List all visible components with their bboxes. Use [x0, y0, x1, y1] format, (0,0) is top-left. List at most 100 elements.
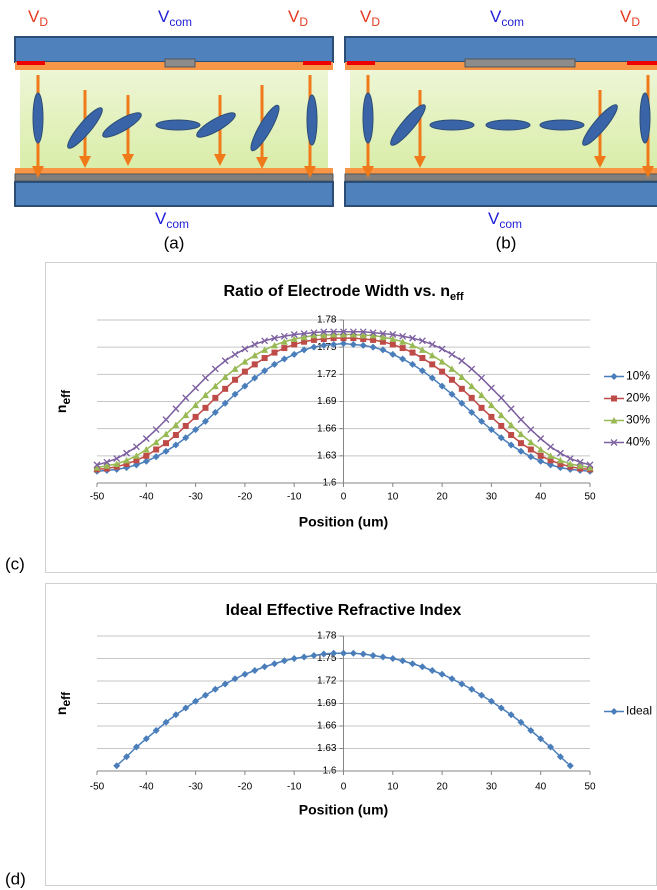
marker: [611, 395, 617, 402]
marker: [448, 675, 456, 683]
marker: [320, 650, 328, 658]
marker: [349, 328, 357, 336]
marker: [468, 394, 475, 401]
marker: [369, 329, 377, 337]
marker: [142, 735, 150, 743]
marker: [221, 399, 229, 407]
plot: [93, 328, 594, 475]
marker: [300, 653, 308, 661]
y-tick-label: 1.63: [317, 743, 337, 754]
marker: [182, 704, 190, 712]
marker: [349, 330, 357, 338]
marker: [182, 411, 190, 419]
marker: [478, 417, 486, 425]
marker: [389, 350, 397, 358]
marker: [409, 341, 417, 349]
chart-title: Ideal Effective Refractive Index: [226, 602, 462, 619]
legend-label: 30%: [626, 413, 650, 427]
marker: [192, 697, 200, 705]
marker: [123, 456, 131, 464]
marker: [399, 338, 407, 345]
x-tick-label: 30: [486, 782, 498, 793]
marker: [132, 452, 140, 459]
marker: [566, 460, 574, 467]
marker: [340, 335, 347, 342]
marker: [389, 655, 397, 662]
marker: [340, 340, 347, 348]
marker: [547, 452, 555, 459]
y-tick-label: 1.69: [317, 698, 337, 709]
marker: [418, 663, 426, 671]
marker: [379, 330, 387, 338]
marker: [142, 457, 150, 465]
marker: [418, 337, 426, 345]
marker: [241, 670, 249, 678]
marker: [103, 458, 111, 466]
marker: [576, 462, 584, 469]
marker: [478, 374, 485, 382]
marker: [172, 711, 180, 719]
marker: [162, 447, 170, 455]
y-tick-label: 1.66: [317, 721, 337, 732]
marker: [143, 452, 150, 459]
marker: [379, 346, 387, 354]
marker: [556, 449, 564, 457]
marker: [330, 335, 337, 342]
voltage-label: VD: [620, 7, 640, 29]
marker: [123, 449, 131, 457]
marker: [508, 432, 515, 439]
legend-label: 20%: [626, 391, 650, 405]
marker: [93, 464, 101, 471]
marker: [478, 404, 485, 411]
marker: [241, 368, 248, 375]
marker: [448, 350, 456, 358]
marker: [557, 460, 564, 467]
marker: [310, 652, 318, 659]
marker: [566, 762, 574, 770]
x-tick-label: -20: [238, 782, 253, 793]
marker: [241, 358, 249, 365]
marker: [507, 421, 515, 429]
marker: [123, 460, 130, 467]
marker: [320, 328, 328, 336]
marker: [251, 361, 258, 368]
x-tick-label: -50: [90, 782, 105, 793]
marker: [290, 655, 298, 662]
legend-label: 10%: [626, 369, 650, 383]
marker: [211, 685, 219, 693]
marker: [610, 708, 618, 715]
marker: [487, 401, 495, 409]
marker: [162, 718, 170, 726]
marker: [458, 357, 466, 365]
marker: [300, 333, 308, 341]
marker: [350, 335, 357, 342]
marker: [300, 346, 308, 354]
marker: [202, 374, 209, 382]
marker: [566, 455, 574, 463]
marker: [359, 328, 367, 336]
marker: [270, 360, 278, 368]
marker: [379, 338, 386, 345]
marker: [261, 367, 269, 375]
marker: [487, 384, 495, 392]
marker: [291, 341, 298, 348]
marker: [310, 336, 317, 343]
marker: [330, 649, 338, 657]
marker: [379, 333, 387, 341]
marker: [251, 374, 259, 382]
y-tick-label: 1.78: [317, 315, 337, 326]
x-tick-label: 0: [341, 492, 347, 503]
marker: [231, 350, 239, 358]
marker: [507, 711, 515, 719]
marker: [399, 345, 406, 352]
plot: [113, 649, 574, 770]
voltage-label: Vcom: [488, 209, 522, 231]
marker: [349, 649, 357, 657]
marker: [152, 727, 160, 734]
marker: [340, 328, 347, 336]
y-tick-label: 1.78: [317, 631, 337, 642]
marker: [418, 346, 426, 353]
x-tick-label: 10: [387, 492, 399, 503]
marker: [132, 443, 140, 451]
marker: [330, 340, 338, 348]
